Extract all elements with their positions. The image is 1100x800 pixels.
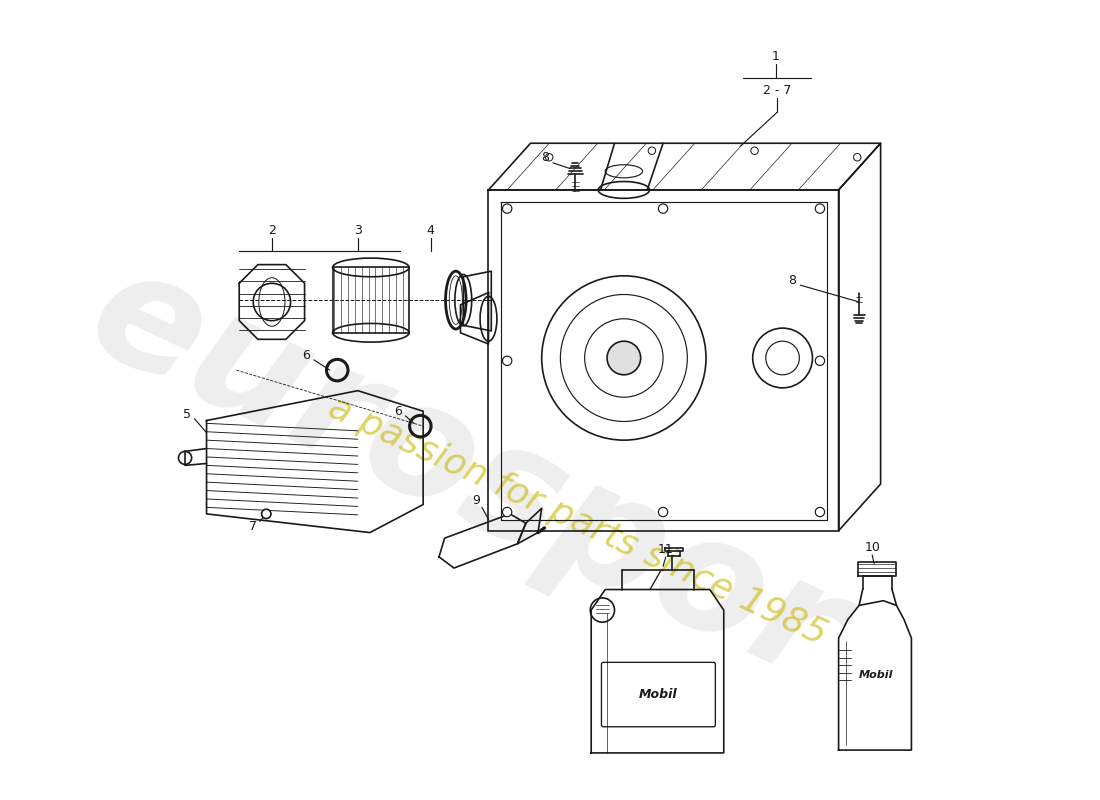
Text: eurospor: eurospor (66, 234, 865, 716)
Text: 2: 2 (268, 223, 276, 237)
Circle shape (815, 204, 825, 214)
Text: 6: 6 (302, 349, 310, 362)
Text: Mobil: Mobil (859, 670, 893, 681)
Circle shape (503, 356, 512, 366)
Circle shape (659, 507, 668, 517)
Text: 2 - 7: 2 - 7 (762, 83, 791, 97)
Circle shape (503, 507, 512, 517)
Text: 8: 8 (541, 150, 549, 164)
Text: 7: 7 (250, 519, 257, 533)
Text: a passion for parts since 1985: a passion for parts since 1985 (322, 390, 832, 652)
Text: 9: 9 (472, 494, 481, 507)
Text: 11: 11 (658, 543, 673, 556)
Text: Mobil: Mobil (639, 687, 678, 701)
Circle shape (607, 341, 640, 374)
Circle shape (815, 507, 825, 517)
Circle shape (815, 356, 825, 366)
Text: 4: 4 (427, 223, 434, 237)
Text: 8: 8 (788, 274, 796, 287)
Text: 10: 10 (865, 541, 880, 554)
Text: 1: 1 (772, 50, 780, 63)
Circle shape (659, 204, 668, 214)
Text: 5: 5 (183, 407, 191, 421)
Text: 6: 6 (394, 405, 402, 418)
Text: 3: 3 (354, 223, 362, 237)
Circle shape (262, 510, 271, 518)
Circle shape (503, 204, 512, 214)
